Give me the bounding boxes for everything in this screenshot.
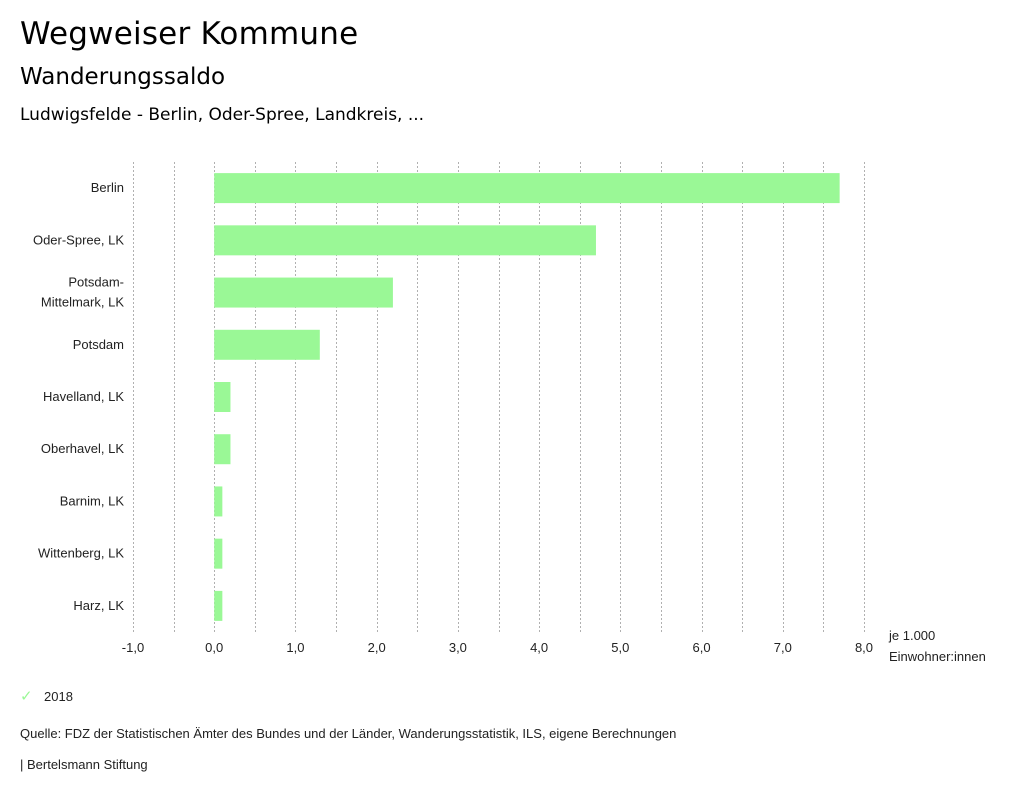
legend-item-2018[interactable]: ✓ 2018	[20, 687, 73, 705]
category-label: Potsdam-	[68, 275, 124, 290]
bar[interactable]	[214, 434, 231, 465]
source-note: Quelle: FDZ der Statistischen Ämter des …	[20, 726, 677, 741]
chart-subtitle: Wanderungssaldo	[20, 64, 226, 90]
category-label: Harz, LK	[73, 598, 124, 613]
x-tick-label: 0,0	[205, 640, 223, 655]
bar[interactable]	[214, 329, 320, 360]
x-tick-label: 5,0	[611, 640, 629, 655]
bar[interactable]	[214, 225, 596, 256]
x-tick-label: 8,0	[855, 640, 873, 655]
x-tick-label: 6,0	[693, 640, 711, 655]
category-label: Potsdam	[73, 337, 124, 352]
bar[interactable]	[214, 173, 840, 204]
bar[interactable]	[214, 382, 231, 412]
check-icon: ✓	[20, 688, 33, 705]
x-tick-labels: -1,0 0,0 1,0 2,0 3,0 4,0 5,0 6,0 7,0 8,0	[122, 640, 873, 655]
page-title: Wegweiser Kommune	[20, 16, 359, 52]
bars	[214, 173, 840, 621]
category-label: Barnim, LK	[60, 493, 125, 508]
category-label: Oberhavel, LK	[41, 441, 124, 456]
region-selection: Ludwigsfelde - Berlin, Oder-Spree, Landk…	[20, 105, 425, 125]
x-tick-label: -1,0	[122, 640, 144, 655]
category-labels: Berlin Oder-Spree, LK Potsdam- Mittelmark, …	[33, 180, 124, 613]
x-tick-label: 1,0	[286, 640, 304, 655]
bar-chart: Berlin Oder-Spree, LK Potsdam- Mittelmark, …	[33, 162, 873, 655]
category-label: Wittenberg, LK	[38, 546, 124, 561]
x-axis-unit-line-1: je 1.000	[889, 628, 936, 643]
x-tick-label: 7,0	[774, 640, 792, 655]
brand-credit: | Bertelsmann Stiftung	[20, 757, 148, 772]
category-label: Havelland, LK	[43, 389, 124, 404]
x-axis-unit-line-2: Einwohner:innen	[889, 649, 986, 664]
x-tick-label: 4,0	[530, 640, 548, 655]
x-tick-label: 2,0	[368, 640, 386, 655]
bar[interactable]	[214, 486, 223, 517]
category-label: Oder-Spree, LK	[33, 232, 124, 247]
legend-label: 2018	[44, 688, 73, 704]
category-label: Berlin	[91, 180, 124, 195]
bar[interactable]	[214, 590, 223, 621]
category-label: Mittelmark, LK	[41, 295, 124, 310]
x-tick-label: 3,0	[449, 640, 467, 655]
bar[interactable]	[214, 277, 393, 308]
bar[interactable]	[214, 538, 223, 569]
